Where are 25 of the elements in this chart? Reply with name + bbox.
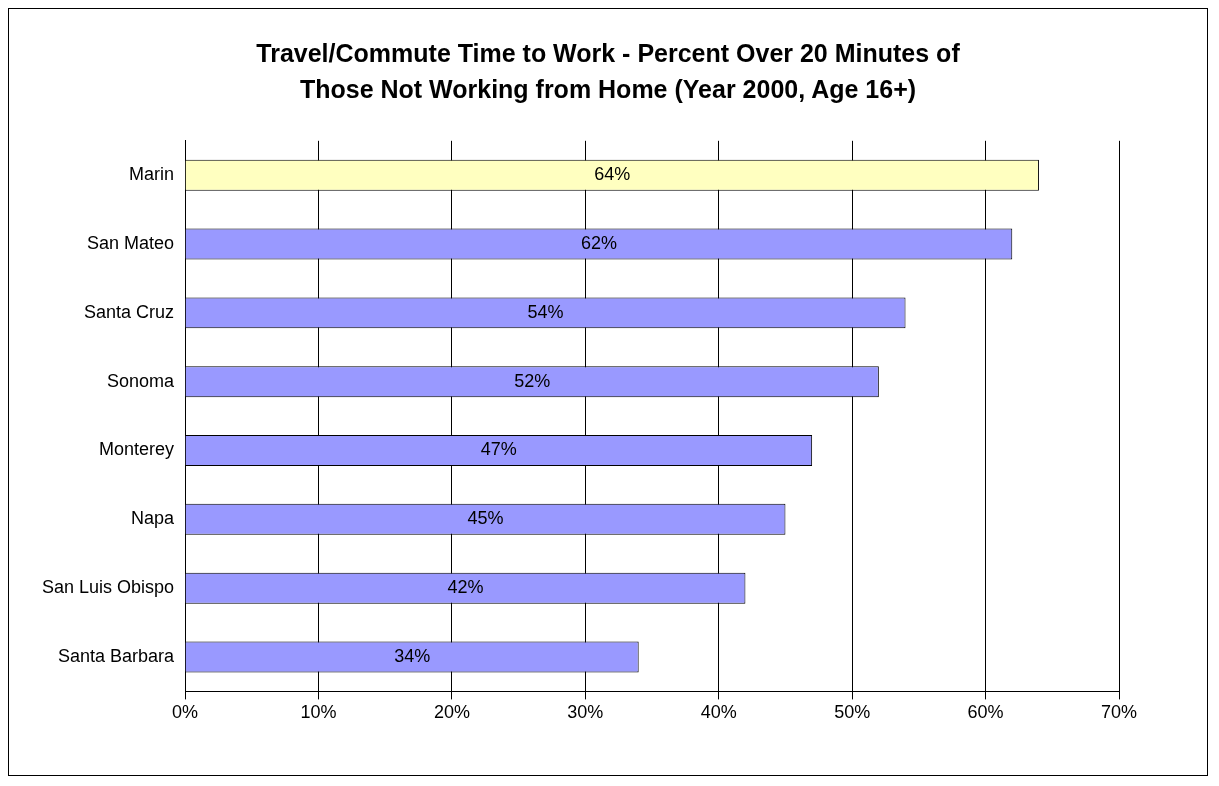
data-label: 45% (467, 508, 504, 529)
y-tick-label: Santa Barbara (58, 645, 176, 666)
x-tick-label: 50% (834, 702, 871, 723)
x-tick-label: 70% (1100, 702, 1138, 723)
data-label: 52% (514, 370, 551, 391)
data-label: 62% (580, 233, 617, 254)
y-tick-label: Sonoma (107, 370, 176, 391)
x-tick-label: 30% (567, 702, 604, 723)
y-tick-label: San Mateo (87, 233, 175, 254)
y-tick-label: San Luis Obispo (41, 577, 175, 598)
y-tick-label: Monterey (99, 439, 175, 460)
data-label: 64% (594, 164, 631, 185)
x-tick-label: 10% (300, 702, 337, 723)
x-tick-label: 20% (433, 702, 470, 723)
chart-title: Travel/Commute Time to Work - Percent Over 20 Minutes of Those Not Working from Home (Year 2000, Age 16+) (255, 38, 961, 105)
data-label: 34% (394, 645, 431, 666)
x-tick-label: 60% (967, 702, 1004, 723)
x-tick-label: 40% (700, 702, 737, 723)
x-tick-label: 0% (172, 702, 199, 723)
y-tick-label: Marin (129, 164, 175, 185)
data-label: 54% (527, 301, 564, 322)
data-label: 42% (447, 577, 484, 598)
data-label: 47% (480, 439, 517, 460)
y-tick-label: Napa (131, 508, 176, 529)
y-tick-label: Santa Cruz (84, 301, 175, 322)
